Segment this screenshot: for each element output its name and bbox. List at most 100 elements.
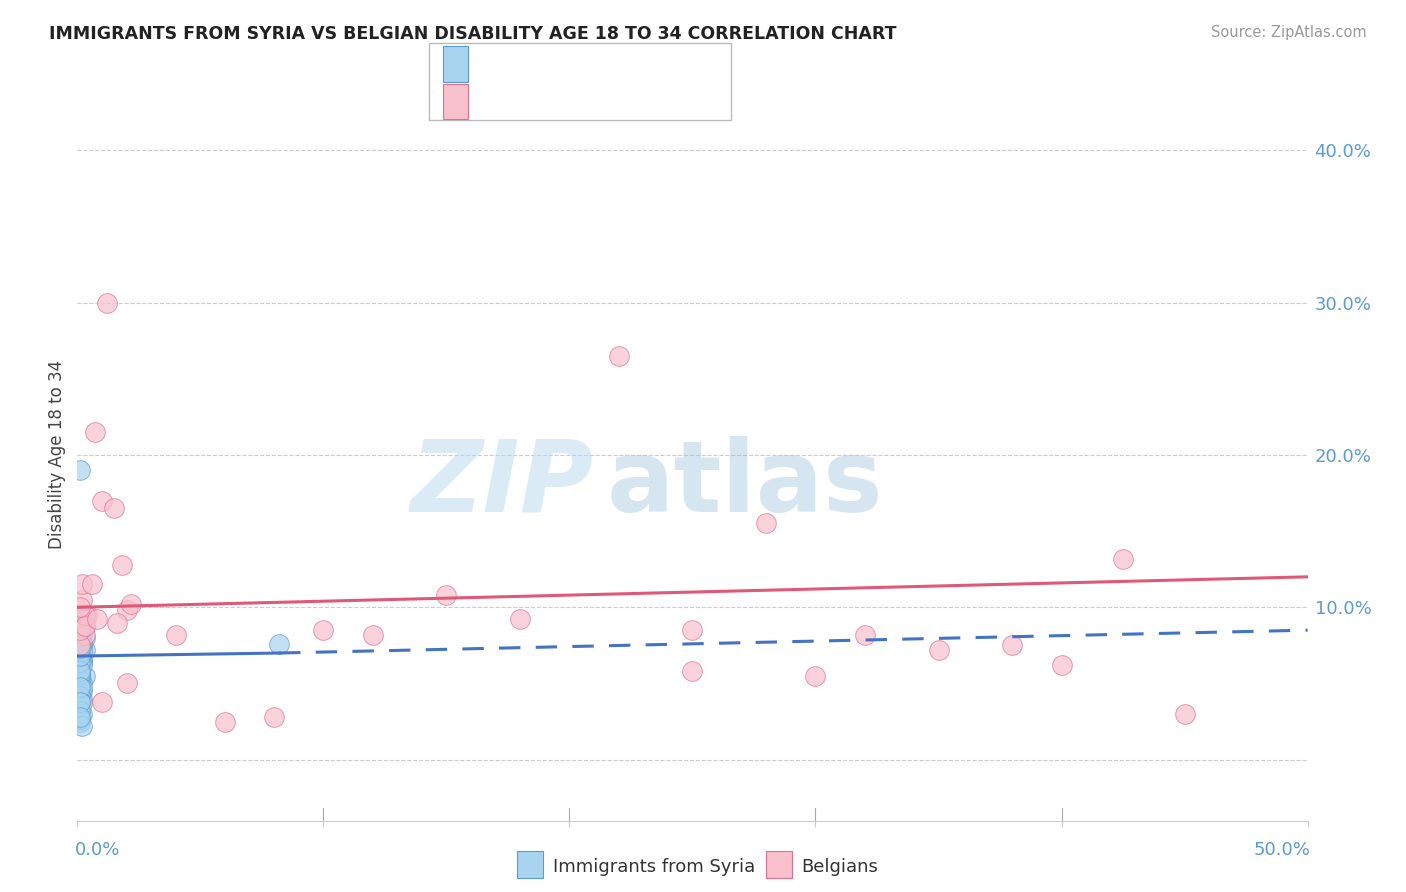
Point xyxy=(73,618,96,632)
Point xyxy=(69,607,91,622)
Point xyxy=(69,623,91,637)
Point xyxy=(69,689,91,703)
Point xyxy=(69,641,91,656)
Point xyxy=(69,714,91,729)
Text: N = 40: N = 40 xyxy=(592,95,655,112)
Point xyxy=(69,622,91,636)
Text: R =  0.043: R = 0.043 xyxy=(479,95,575,112)
Point xyxy=(70,592,93,607)
Point xyxy=(69,665,91,680)
Point xyxy=(312,623,335,637)
Point xyxy=(73,643,96,657)
Point xyxy=(214,714,236,729)
Point xyxy=(755,516,778,531)
Point xyxy=(69,626,91,640)
Point xyxy=(96,295,118,310)
Point xyxy=(70,628,93,642)
Point xyxy=(70,719,93,733)
Point xyxy=(90,493,114,508)
Text: IMMIGRANTS FROM SYRIA VS BELGIAN DISABILITY AGE 18 TO 34 CORRELATION CHART: IMMIGRANTS FROM SYRIA VS BELGIAN DISABIL… xyxy=(49,25,897,43)
Point xyxy=(69,639,91,653)
Point xyxy=(69,637,91,651)
Point xyxy=(70,635,93,649)
Point xyxy=(436,588,458,602)
Point xyxy=(69,712,91,726)
Point xyxy=(69,646,91,660)
Point xyxy=(90,695,114,709)
Text: N = 57: N = 57 xyxy=(592,57,655,75)
Point xyxy=(70,696,93,710)
Point xyxy=(69,623,91,637)
Point xyxy=(682,623,704,637)
Point xyxy=(1001,639,1024,653)
Text: R =  0.018: R = 0.018 xyxy=(479,57,575,75)
Point xyxy=(70,639,93,653)
Point xyxy=(69,661,91,675)
Point xyxy=(69,633,91,648)
Point xyxy=(70,654,93,668)
Point xyxy=(70,644,93,658)
Point xyxy=(69,649,91,664)
Text: Belgians: Belgians xyxy=(801,858,879,876)
Point xyxy=(69,695,91,709)
Point xyxy=(263,710,285,724)
Text: atlas: atlas xyxy=(606,435,883,533)
Point xyxy=(69,704,91,718)
Point xyxy=(105,615,128,630)
Point xyxy=(69,615,91,630)
Point xyxy=(70,681,93,695)
Point xyxy=(165,628,187,642)
Point xyxy=(607,349,630,363)
Text: 0.0%: 0.0% xyxy=(75,841,121,859)
Point xyxy=(69,600,91,615)
Point xyxy=(928,643,950,657)
Point xyxy=(69,629,91,643)
Point xyxy=(111,558,132,572)
Point xyxy=(73,631,96,645)
Text: Immigrants from Syria: Immigrants from Syria xyxy=(553,858,755,876)
Point xyxy=(70,684,93,698)
Point xyxy=(69,463,91,477)
Point xyxy=(121,597,143,611)
Point xyxy=(69,680,91,694)
Point xyxy=(69,669,91,683)
Point xyxy=(1112,551,1135,566)
Point xyxy=(70,618,93,632)
Point xyxy=(69,684,91,698)
Point xyxy=(73,607,96,622)
Point xyxy=(73,628,96,642)
Point xyxy=(69,661,91,675)
Point xyxy=(86,613,108,627)
Point xyxy=(804,669,827,683)
Point xyxy=(509,613,531,627)
Point xyxy=(69,699,91,714)
Point xyxy=(69,667,91,681)
Point xyxy=(1050,658,1073,673)
Point xyxy=(69,655,91,669)
Point xyxy=(69,646,91,660)
Point xyxy=(70,706,93,721)
Point xyxy=(73,669,96,683)
Point xyxy=(69,673,91,688)
Point xyxy=(115,603,138,617)
Point xyxy=(69,649,91,664)
Point xyxy=(69,676,91,690)
Point xyxy=(70,658,93,673)
Point xyxy=(853,628,876,642)
Point xyxy=(115,676,138,690)
Point xyxy=(70,691,93,706)
Text: ZIP: ZIP xyxy=(411,435,595,533)
Text: 50.0%: 50.0% xyxy=(1253,841,1310,859)
Point xyxy=(69,710,91,724)
Point xyxy=(361,628,384,642)
Point xyxy=(69,650,91,665)
Point xyxy=(70,654,93,668)
Point xyxy=(73,618,96,632)
Point xyxy=(70,676,93,690)
Point xyxy=(70,577,93,591)
Point xyxy=(1174,706,1197,721)
Point xyxy=(70,639,93,653)
Point xyxy=(70,615,93,630)
Point xyxy=(83,425,105,439)
Point xyxy=(103,501,125,516)
